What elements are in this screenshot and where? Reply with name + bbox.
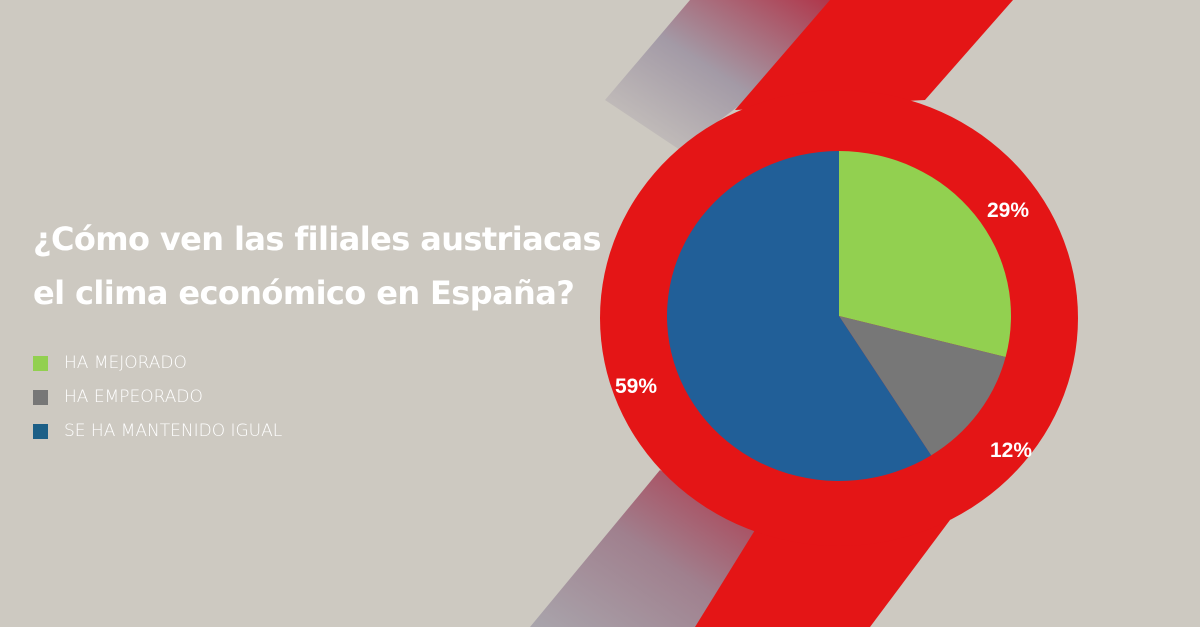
- legend-label: HA EMPEORADO: [64, 387, 203, 407]
- data-label-2: 59%: [615, 375, 657, 398]
- legend-label: HA MEJORADO: [64, 353, 187, 373]
- data-label-0: 29%: [987, 199, 1029, 222]
- chart-title: ¿Cómo ven las filiales austriacas el cli…: [33, 212, 601, 320]
- pie-slice-0: [839, 151, 1011, 358]
- title-line-2: el clima económico en España?: [33, 274, 575, 312]
- legend-swatch-green: [33, 355, 48, 371]
- legend-item-igual: SE HA MANTENIDO IGUAL: [33, 414, 282, 448]
- gradient-band-bottom: [530, 470, 760, 627]
- legend-label: SE HA MANTENIDO IGUAL: [64, 421, 283, 441]
- legend-item-empeorado: HA EMPEORADO: [33, 380, 282, 414]
- red-band-bottom: [695, 520, 950, 627]
- pie-slice-2: [667, 151, 932, 481]
- gradient-band-top: [605, 0, 835, 150]
- legend-item-mejorado: HA MEJORADO: [33, 346, 282, 380]
- legend-swatch-blue: [33, 423, 48, 439]
- red-band-top: [735, 0, 1013, 110]
- pie-slice-1: [839, 316, 1006, 456]
- legend-swatch-gray: [33, 389, 48, 405]
- data-label-1: 12%: [990, 439, 1032, 462]
- title-line-1: ¿Cómo ven las filiales austriacas: [33, 220, 601, 258]
- legend: HA MEJORADO HA EMPEORADO SE HA MANTENIDO…: [33, 346, 282, 448]
